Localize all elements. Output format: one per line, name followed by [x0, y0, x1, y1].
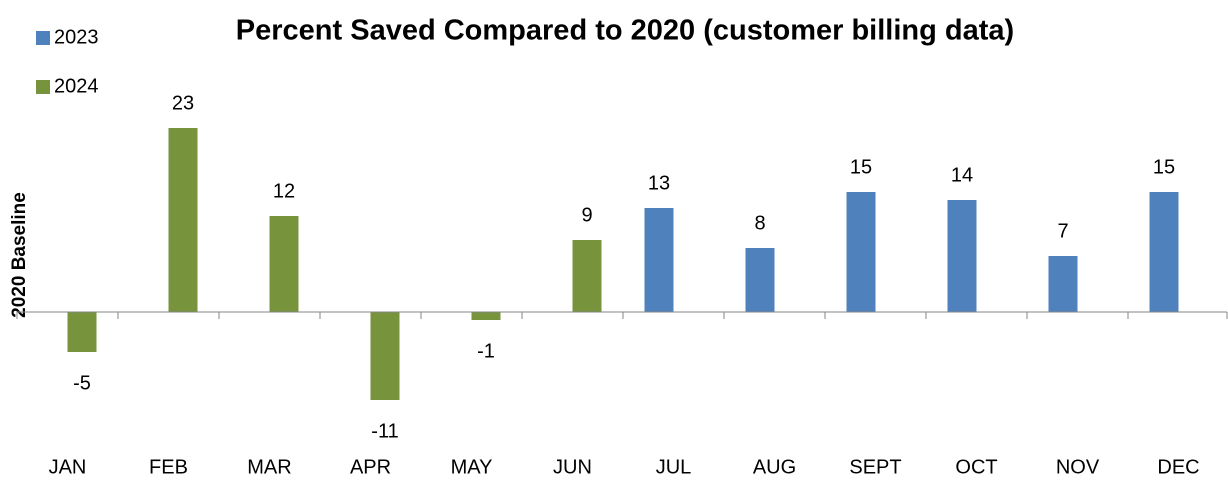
- legend-swatch: [36, 80, 50, 94]
- x-tick-label: SEPT: [849, 456, 901, 478]
- x-tick-label: NOV: [1056, 456, 1100, 478]
- x-tick-label: MAY: [451, 456, 493, 478]
- x-tick-label: JUL: [656, 456, 692, 478]
- legend-label: 2024: [54, 75, 99, 97]
- bar: [471, 312, 501, 320]
- data-label: 8: [754, 212, 765, 234]
- data-label: 9: [581, 204, 592, 226]
- data-label: -5: [73, 372, 91, 394]
- data-label: -1: [477, 340, 495, 362]
- data-label: 13: [648, 172, 670, 194]
- data-label: 12: [273, 180, 295, 202]
- x-tick-label: APR: [350, 456, 391, 478]
- x-tick-label: OCT: [955, 456, 997, 478]
- x-tick-label: JUN: [553, 456, 592, 478]
- x-tick-label: DEC: [1157, 456, 1199, 478]
- data-label: 15: [1153, 156, 1175, 178]
- chart-title: Percent Saved Compared to 2020 (customer…: [236, 15, 1014, 47]
- bar: [1048, 256, 1078, 312]
- bar: [644, 208, 674, 312]
- legend-swatch: [36, 31, 50, 45]
- data-label: 15: [850, 156, 872, 178]
- bar: [370, 312, 400, 400]
- bar: [572, 240, 602, 312]
- x-tick-label: MAR: [247, 456, 291, 478]
- data-label: 14: [951, 164, 973, 186]
- data-label: 23: [172, 92, 194, 114]
- bar: [168, 128, 198, 312]
- bar: [745, 248, 775, 312]
- data-label: -11: [371, 420, 398, 442]
- bar: [947, 200, 977, 312]
- bar: [67, 312, 97, 352]
- bar: [846, 192, 876, 312]
- data-label: 7: [1057, 220, 1068, 242]
- y-axis-label: 2020 Baseline: [9, 192, 30, 318]
- x-tick-label: AUG: [753, 456, 796, 478]
- bar: [1149, 192, 1179, 312]
- x-tick-label: JAN: [49, 456, 87, 478]
- bar: [269, 216, 299, 312]
- legend-label: 2023: [54, 26, 99, 48]
- x-tick-label: FEB: [149, 456, 188, 478]
